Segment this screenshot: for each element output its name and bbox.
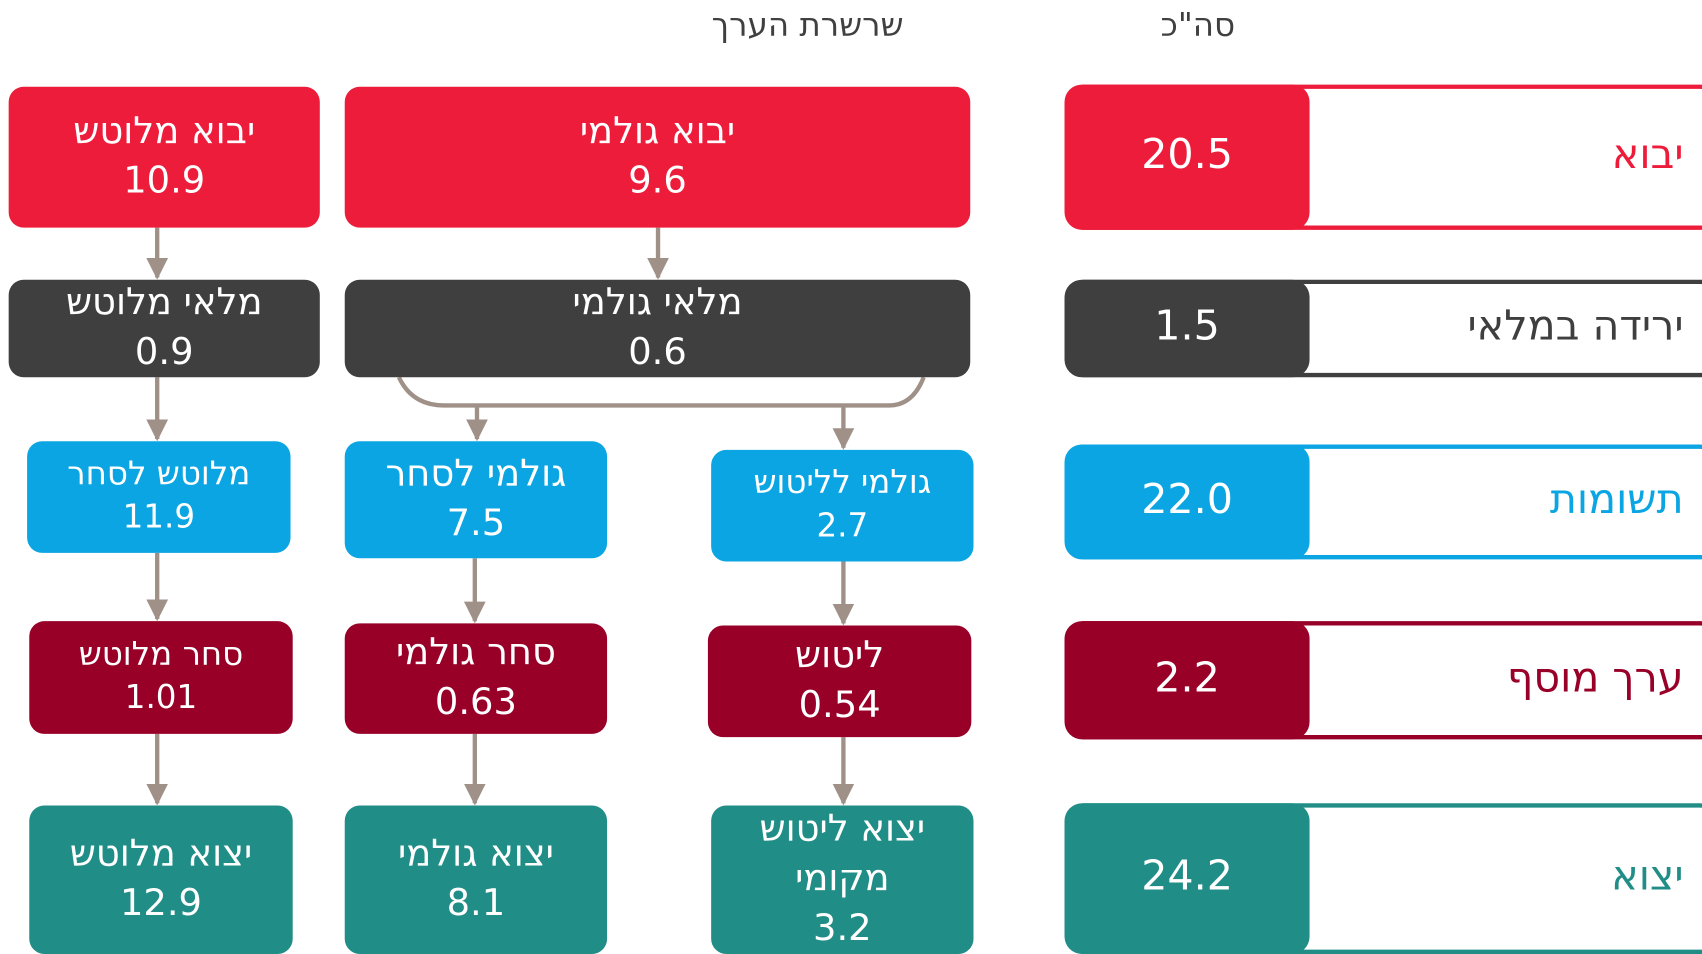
- header-total: סה"כ: [1161, 6, 1236, 44]
- node-label: מלוטש לסחר: [67, 454, 250, 492]
- node-value: 1.01: [125, 678, 197, 716]
- node-label: ליטוש: [795, 633, 884, 676]
- node-box: [29, 621, 293, 734]
- total-value: 24.2: [1141, 852, 1233, 900]
- node-value: 12.9: [120, 881, 202, 924]
- node-value: 9.6: [628, 159, 687, 202]
- total-value-box: [1064, 84, 1310, 230]
- node-label: מקומי: [795, 856, 889, 899]
- node-box: [711, 805, 974, 954]
- node-box: [344, 441, 608, 559]
- total-value: 20.5: [1141, 130, 1233, 178]
- node-label: גולמי לליטוש: [753, 463, 931, 501]
- node-label: יצוא גולמי: [398, 831, 554, 874]
- node-label: סחר גולמי: [396, 630, 556, 673]
- total-value-box: [1064, 279, 1310, 378]
- node-label: יבוא מלוטש: [73, 109, 255, 152]
- node-box: [711, 449, 974, 562]
- node-value: 2.7: [816, 506, 868, 544]
- node-value: 0.9: [135, 330, 194, 373]
- header-chain: שרשרת הערך: [712, 6, 904, 44]
- node-value: 0.6: [628, 330, 687, 373]
- node-label: יבוא גולמי: [580, 109, 735, 152]
- total-value-box: [1064, 803, 1310, 954]
- node-box: [344, 86, 971, 228]
- node-box: [344, 805, 608, 954]
- node-value: 7.5: [447, 501, 506, 544]
- total-value-box: [1064, 621, 1310, 740]
- node-label: מלאי גולמי: [573, 280, 743, 323]
- node-box: [344, 623, 608, 734]
- node-value: 11.9: [123, 498, 195, 536]
- node-value: 10.9: [123, 159, 205, 202]
- node-box: [29, 805, 293, 954]
- total-value: 1.5: [1154, 301, 1220, 349]
- connectors: [146, 227, 926, 806]
- node-box: [27, 441, 291, 553]
- total-label: יבוא: [1612, 130, 1684, 178]
- total-value: 22.0: [1141, 475, 1233, 523]
- total-label: תשומות: [1550, 475, 1684, 523]
- node-value: 0.54: [799, 683, 881, 726]
- node-label: גולמי לסחר: [385, 451, 566, 494]
- total-label: ערך מוסף: [1507, 653, 1684, 701]
- node-box: [344, 279, 971, 378]
- node-value: 3.2: [813, 906, 872, 949]
- total-label: יצוא: [1611, 852, 1683, 900]
- node-box: [707, 625, 972, 738]
- node-box: [8, 86, 320, 228]
- node-label: מלאי מלוטש: [66, 280, 263, 323]
- node-label: יצוא ליטוש: [759, 806, 925, 849]
- node-label: סחר מלוטש: [79, 635, 244, 673]
- total-value: 2.2: [1154, 653, 1220, 701]
- total-value-box: [1064, 444, 1310, 560]
- total-label: ירידה במלאי: [1467, 301, 1683, 349]
- node-box: [8, 279, 320, 378]
- node-value: 8.1: [447, 881, 506, 924]
- node-value: 0.63: [435, 680, 517, 723]
- node-label: יצוא מלוטש: [70, 831, 252, 874]
